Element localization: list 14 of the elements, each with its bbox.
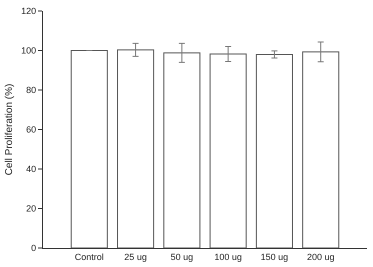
- x-tick-label: 150 ug: [260, 252, 288, 262]
- x-tick-label: 200 ug: [306, 252, 334, 262]
- y-tick-label: 40: [26, 164, 36, 174]
- x-tick-label: Control: [74, 252, 104, 262]
- y-axis-title: Cell Proliferation (%): [4, 84, 16, 176]
- x-tick-label: 100 ug: [214, 252, 242, 262]
- y-tick-label: 120: [21, 6, 36, 16]
- x-tick-label: 25 ug: [124, 252, 147, 262]
- y-tick-label: 20: [26, 204, 36, 214]
- y-tick-label: 60: [26, 124, 36, 135]
- y-tick-label: 100: [21, 46, 36, 56]
- y-tick-label: 0: [31, 243, 36, 254]
- y-tick-label: 80: [26, 85, 36, 96]
- x-tick-label: 50 ug: [170, 252, 194, 262]
